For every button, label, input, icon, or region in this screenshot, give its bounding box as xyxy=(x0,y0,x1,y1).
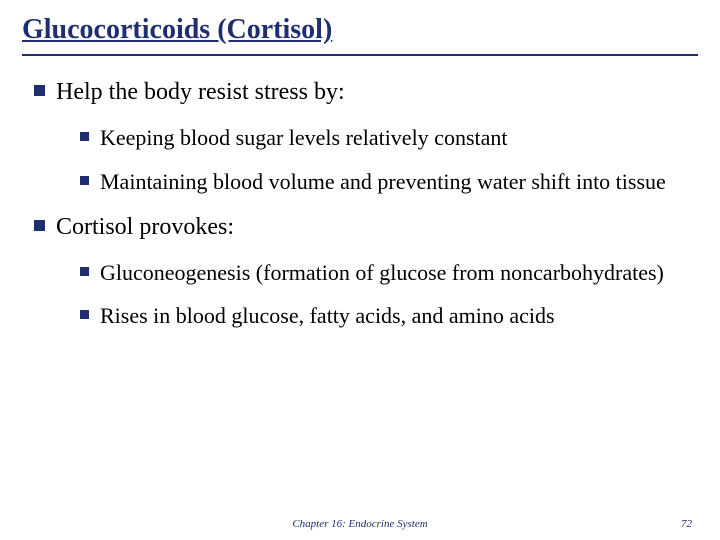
list-item: Gluconeogenesis (formation of glucose fr… xyxy=(80,260,698,286)
footer-page-number: 72 xyxy=(681,518,692,530)
slide-title: Glucocorticoids (Cortisol) xyxy=(22,14,698,52)
bullet-list-level2: Keeping blood sugar levels relatively co… xyxy=(56,125,698,195)
bullet-text: Rises in blood glucose, fatty acids, and… xyxy=(100,303,555,328)
bullet-list-level1: Help the body resist stress by: Keeping … xyxy=(22,78,698,329)
bullet-text: Cortisol provokes: xyxy=(56,214,234,240)
slide: Glucocorticoids (Cortisol) Help the body… xyxy=(0,0,720,540)
bullet-text: Keeping blood sugar levels relatively co… xyxy=(100,125,508,150)
bullet-list-level2: Gluconeogenesis (formation of glucose fr… xyxy=(56,260,698,330)
bullet-text: Maintaining blood volume and preventing … xyxy=(100,169,666,194)
bullet-text: Gluconeogenesis (formation of glucose fr… xyxy=(100,260,664,285)
list-item: Help the body resist stress by: Keeping … xyxy=(34,78,698,195)
footer-chapter: Chapter 16: Endocrine System xyxy=(0,518,720,530)
list-item: Cortisol provokes: Gluconeogenesis (form… xyxy=(34,213,698,330)
list-item: Keeping blood sugar levels relatively co… xyxy=(80,125,698,151)
list-item: Rises in blood glucose, fatty acids, and… xyxy=(80,303,698,329)
bullet-text: Help the body resist stress by: xyxy=(56,79,345,105)
list-item: Maintaining blood volume and preventing … xyxy=(80,169,698,195)
title-underline-rule xyxy=(22,54,698,56)
